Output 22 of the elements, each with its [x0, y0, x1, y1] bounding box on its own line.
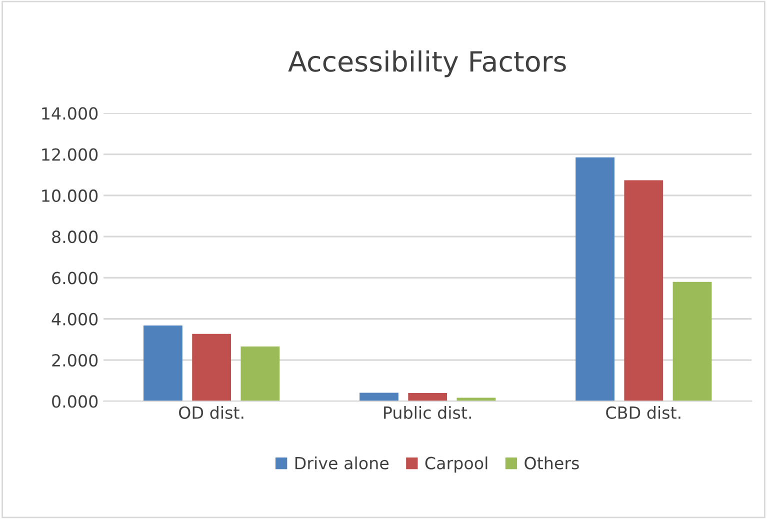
legend-label: Drive alone [295, 456, 389, 470]
y-tick-label: 10.000 [42, 189, 98, 202]
bar [576, 157, 614, 402]
bar [408, 392, 448, 402]
bar [240, 346, 280, 402]
bar [624, 180, 664, 402]
y-tick-label: 0.000 [52, 395, 98, 408]
x-tick-label: Public dist. [384, 406, 471, 419]
y-tick-label: 2.000 [52, 354, 98, 367]
y-tick-label: 14.000 [42, 107, 98, 120]
bar [192, 334, 232, 402]
bar [144, 325, 182, 402]
y-tick-label: 8.000 [52, 230, 98, 244]
legend-label: Carpool [425, 456, 488, 473]
bar [672, 282, 712, 402]
x-tick-label: CBD dist. [606, 406, 680, 419]
y-tick-label: 12.000 [42, 148, 98, 161]
y-tick-label: 4.000 [52, 312, 98, 326]
chart-title: Accessibility Factors [288, 50, 566, 78]
y-tick-label: 6.000 [52, 272, 98, 284]
legend-label: Others [524, 456, 579, 470]
x-tick-label: OD dist. [179, 406, 244, 419]
